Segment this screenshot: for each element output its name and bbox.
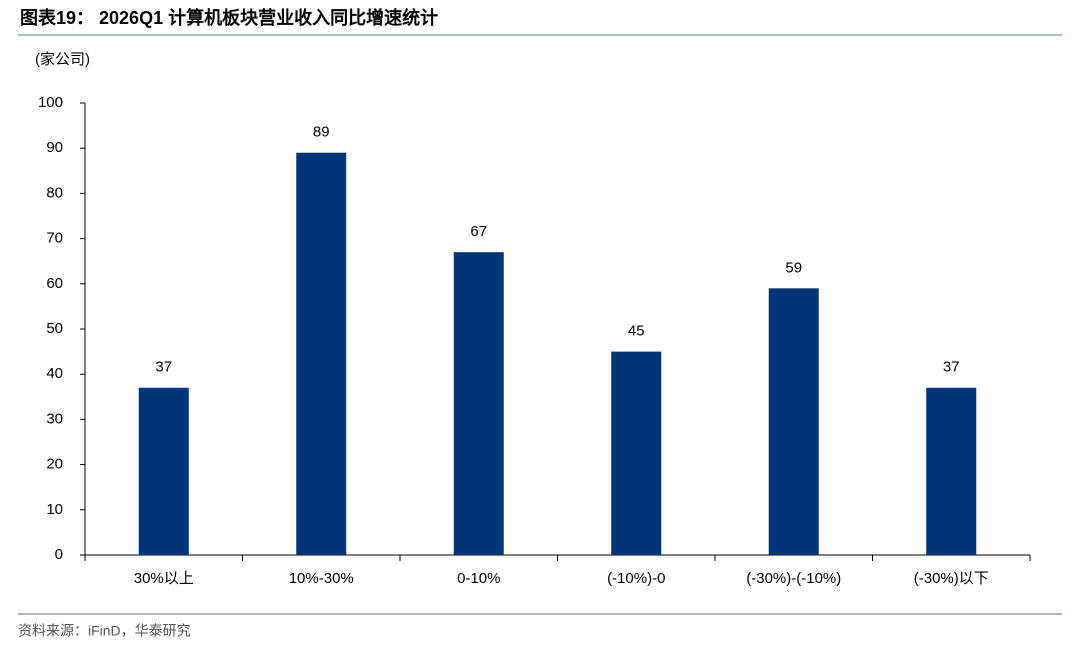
y-tick-label: 10 bbox=[46, 501, 63, 518]
bar bbox=[138, 387, 189, 555]
chart-title: 图表19： 2026Q1 计算机板块营业收入同比增速统计 bbox=[20, 7, 438, 28]
y-tick-label: 40 bbox=[46, 365, 63, 382]
y-tick-label: 80 bbox=[46, 184, 63, 201]
y-tick-label: 50 bbox=[46, 320, 63, 337]
x-tick-label: 10%-30% bbox=[289, 570, 354, 587]
y-tick-label: 0 bbox=[55, 546, 63, 563]
data-label: 89 bbox=[313, 124, 330, 141]
x-tick-label: (-30%)以下 bbox=[914, 570, 989, 587]
y-tick-label: 100 bbox=[38, 94, 63, 111]
data-label: 37 bbox=[943, 359, 960, 376]
x-tick-label: (-10%)-0 bbox=[607, 570, 665, 587]
bar bbox=[296, 152, 347, 555]
y-tick-label: 90 bbox=[46, 139, 63, 156]
data-label: 67 bbox=[470, 223, 487, 240]
y-tick-label: 70 bbox=[46, 230, 63, 247]
y-tick-label: 20 bbox=[46, 456, 63, 473]
bar bbox=[768, 288, 819, 555]
bar bbox=[611, 351, 662, 555]
bar bbox=[453, 252, 504, 555]
x-tick-label: (-30%)-(-10%) bbox=[746, 570, 841, 587]
data-label: 37 bbox=[155, 359, 172, 376]
y-tick-label: 30 bbox=[46, 410, 63, 427]
x-tick-label: 30%以上 bbox=[134, 570, 194, 587]
y-tick-label: 60 bbox=[46, 275, 63, 292]
data-label: 59 bbox=[785, 259, 802, 276]
bar bbox=[926, 387, 977, 555]
source: 资料来源：iFinD，华泰研究 bbox=[18, 623, 191, 639]
y-axis-label: (家公司) bbox=[35, 51, 90, 68]
data-label: 45 bbox=[628, 323, 645, 340]
x-tick-label: 0-10% bbox=[457, 570, 500, 587]
